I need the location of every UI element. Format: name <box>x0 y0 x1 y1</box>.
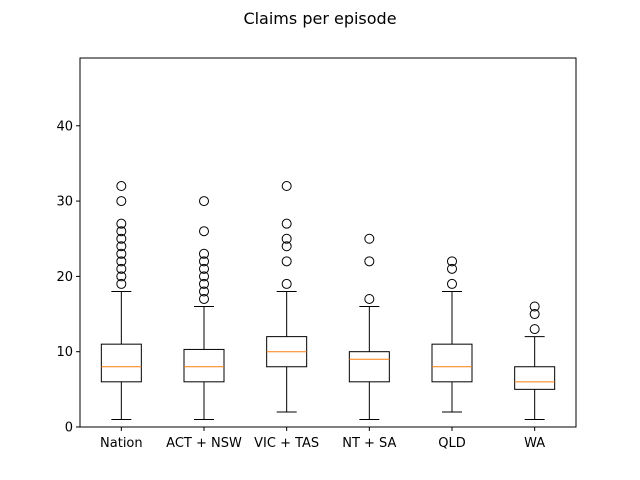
outlier-point <box>281 218 292 229</box>
outlier-point <box>116 218 127 229</box>
y-tick-label: 30 <box>56 195 73 210</box>
outlier-point <box>116 263 127 274</box>
outlier-point <box>529 309 540 320</box>
outlier-point <box>281 256 292 267</box>
x-tick-label: NT + SA <box>342 436 396 451</box>
outlier-point <box>116 181 127 192</box>
outlier-point <box>116 226 127 237</box>
plot-area: 0 10 20 30 40 Nation ACT + NSW VIC + TAS NT + SA… <box>56 119 556 451</box>
outlier-point <box>281 181 292 192</box>
chart-title: Claims per episode <box>243 9 396 28</box>
outlier-point <box>199 263 209 274</box>
outlier-point <box>199 293 209 304</box>
x-tick-label: VIC + TAS <box>254 436 319 451</box>
box <box>431 343 473 383</box>
y-tick-label: 40 <box>56 119 73 134</box>
outlier-point <box>199 196 209 207</box>
outlier-point <box>447 278 457 289</box>
y-tick-label: 20 <box>56 270 73 285</box>
outlier-point <box>199 278 209 289</box>
outlier-point <box>364 293 375 304</box>
box <box>100 343 142 383</box>
outlier-point <box>529 324 540 335</box>
outlier-point <box>364 233 375 244</box>
x-tick-label: QLD <box>438 436 466 451</box>
axes-frame <box>79 57 577 428</box>
x-tick-label: Nation <box>100 436 143 451</box>
outlier-point <box>199 271 209 282</box>
outlier-point <box>281 233 292 244</box>
x-tick-label: WA <box>524 436 545 451</box>
outlier-point <box>116 233 127 244</box>
box <box>183 348 225 383</box>
outlier-point <box>116 278 127 289</box>
outlier-point <box>116 271 127 282</box>
outlier-point <box>199 256 209 267</box>
outlier-point <box>199 286 209 297</box>
outlier-point <box>116 248 127 259</box>
outlier-point <box>447 263 457 274</box>
outlier-point <box>199 226 209 237</box>
outlier-point <box>281 241 292 252</box>
outlier-point <box>116 256 127 267</box>
outlier-point <box>281 278 292 289</box>
outlier-point <box>364 256 375 267</box>
outlier-point <box>447 256 457 267</box>
outlier-point <box>116 196 127 207</box>
box <box>514 366 556 390</box>
y-tick-label: 10 <box>56 345 73 360</box>
outlier-point <box>529 301 540 312</box>
box <box>348 351 390 383</box>
y-tick-label: 0 <box>65 421 73 436</box>
outlier-point <box>199 248 209 259</box>
x-tick-label: ACT + NSW <box>166 436 242 451</box>
outlier-point <box>116 241 127 252</box>
